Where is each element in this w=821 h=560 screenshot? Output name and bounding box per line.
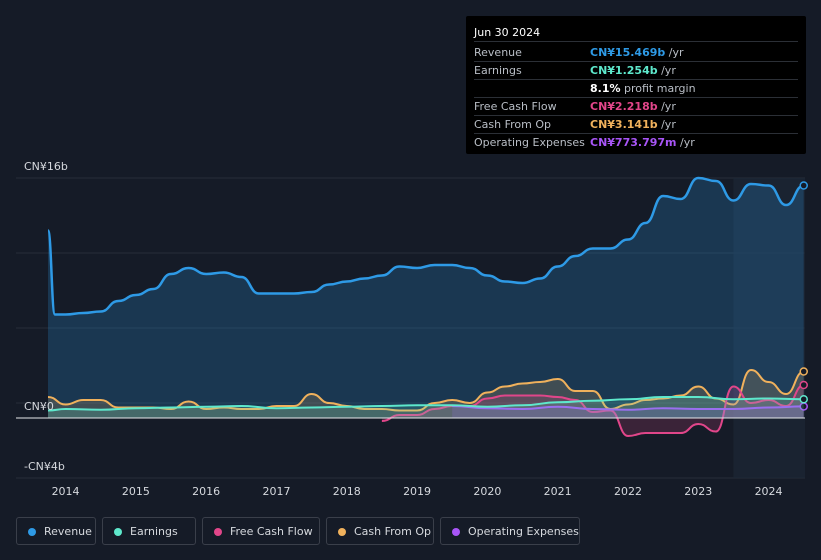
x-tick-label: 2023 bbox=[684, 485, 712, 498]
series-line-earnings bbox=[47, 396, 804, 412]
series-area-revenue bbox=[48, 178, 804, 418]
series-line-operating-expenses bbox=[452, 405, 804, 411]
series-endpoint-revenue bbox=[799, 181, 808, 190]
forecast-region bbox=[733, 178, 805, 478]
tooltip-unit: /yr bbox=[676, 136, 695, 149]
series-area-earnings bbox=[48, 397, 804, 418]
x-tick-label: 2020 bbox=[473, 485, 501, 498]
tooltip-date: Jun 30 2024 bbox=[474, 24, 798, 42]
series-endpoint-earnings bbox=[799, 395, 808, 404]
legend-label: Cash From Op bbox=[354, 525, 432, 538]
series-endpoint-cash-from-op bbox=[799, 367, 808, 376]
tooltip-value: CN¥773.797m bbox=[590, 136, 677, 149]
tooltip-value: CN¥3.141b bbox=[590, 118, 658, 131]
legend-item-revenue[interactable]: Revenue bbox=[16, 517, 96, 545]
y-tick-label: CN¥16b bbox=[24, 160, 68, 173]
x-tick-label: 2019 bbox=[403, 485, 431, 498]
y-tick-label: -CN¥4b bbox=[24, 460, 65, 473]
tooltip-row-free-cash-flow: Free Cash Flow CN¥2.218b /yr bbox=[474, 98, 798, 116]
legend-item-free-cash-flow[interactable]: Free Cash Flow bbox=[202, 517, 320, 545]
series-line-revenue bbox=[46, 176, 805, 316]
legend-dot-icon bbox=[338, 528, 346, 536]
legend-label: Earnings bbox=[130, 525, 178, 538]
legend-dot-icon bbox=[452, 528, 460, 536]
x-tick-label: 2015 bbox=[122, 485, 150, 498]
tooltip-value: CN¥2.218b bbox=[590, 100, 658, 113]
series-area-cash-from-op bbox=[48, 370, 804, 418]
legend-label: Free Cash Flow bbox=[230, 525, 313, 538]
tooltip-row-operating-expenses: Operating Expenses CN¥773.797m /yr bbox=[474, 134, 798, 151]
tooltip-label: Earnings bbox=[474, 64, 522, 77]
legend-item-cash-from-op[interactable]: Cash From Op bbox=[326, 517, 434, 545]
x-tick-label: 2014 bbox=[52, 485, 80, 498]
legend-dot-icon bbox=[214, 528, 222, 536]
tooltip-unit: /yr bbox=[665, 46, 684, 59]
tooltip-label: Revenue bbox=[474, 46, 522, 59]
x-tick-label: 2017 bbox=[262, 485, 290, 498]
tooltip-unit: profit margin bbox=[620, 82, 696, 95]
series-line-cash-from-op bbox=[47, 369, 804, 412]
tooltip-unit: /yr bbox=[657, 100, 676, 113]
tooltip-label: Cash From Op bbox=[474, 118, 552, 131]
series-endpoint-free-cash-flow bbox=[799, 380, 808, 390]
tooltip-row-earnings: Earnings CN¥1.254b /yr bbox=[474, 62, 798, 80]
y-tick-label: CN¥0 bbox=[24, 400, 54, 413]
legend-label: Revenue bbox=[44, 525, 92, 538]
legend-label: Operating Expenses bbox=[468, 525, 579, 538]
x-tick-label: 2018 bbox=[333, 485, 361, 498]
legend-item-operating-expenses[interactable]: Operating Expenses bbox=[440, 517, 580, 545]
tooltip-value: CN¥15.469b bbox=[590, 46, 666, 59]
legend-item-earnings[interactable]: Earnings bbox=[102, 517, 196, 545]
tooltip-row-revenue: Revenue CN¥15.469b /yr bbox=[474, 44, 798, 62]
tooltip-row-profit-margin: 8.1% profit margin bbox=[474, 80, 798, 98]
tooltip-unit: /yr bbox=[657, 118, 676, 131]
tooltip-row-cash-from-op: Cash From Op CN¥3.141b /yr bbox=[474, 116, 798, 134]
legend-dot-icon bbox=[28, 528, 36, 536]
tooltip-label: Free Cash Flow bbox=[474, 100, 557, 113]
x-tick-label: 2021 bbox=[544, 485, 572, 498]
tooltip-unit: /yr bbox=[657, 64, 676, 77]
tooltip-value: CN¥1.254b bbox=[590, 64, 658, 77]
tooltip-label: Operating Expenses bbox=[474, 136, 585, 149]
tooltip-value: 8.1% bbox=[590, 82, 621, 95]
legend-dot-icon bbox=[114, 528, 122, 536]
x-tick-label: 2024 bbox=[755, 485, 783, 498]
x-tick-label: 2016 bbox=[192, 485, 220, 498]
x-tick-label: 2022 bbox=[614, 485, 642, 498]
tooltip-panel: Jun 30 2024 Revenue CN¥15.469b /yr Earni… bbox=[466, 16, 806, 154]
